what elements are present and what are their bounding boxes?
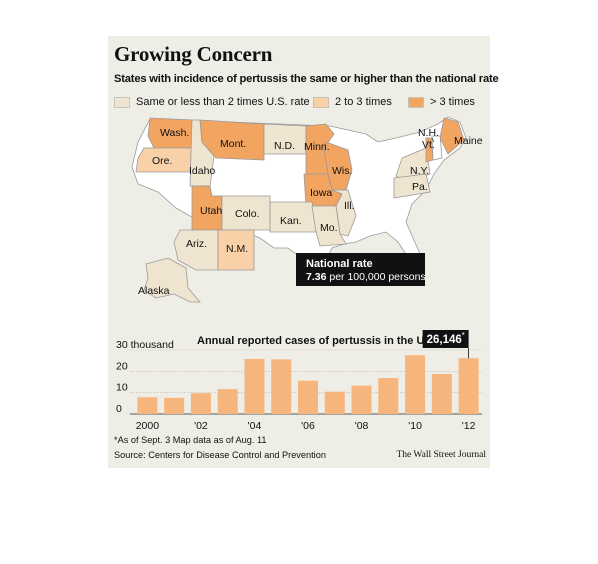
state-nm — [217, 229, 255, 271]
bar — [431, 374, 452, 414]
callout-marker: * — [462, 331, 465, 340]
graphic-title: Growing Concern — [114, 42, 273, 66]
bar — [405, 355, 426, 414]
legend-label-low: Same or less than 2 times U.S. rate — [136, 96, 310, 108]
state-mont — [199, 119, 265, 161]
label-vt: Vt. — [422, 139, 435, 151]
label-nm: N.M. — [226, 243, 248, 255]
state-maine — [439, 117, 465, 155]
bar — [324, 391, 345, 414]
label-minn: Minn. — [304, 141, 330, 153]
label-kan: Kan. — [280, 215, 302, 227]
x-tick-label: '08 — [355, 420, 369, 432]
x-tick-label: '10 — [408, 420, 422, 432]
bar — [298, 380, 318, 414]
y-tick-label: 0 — [116, 403, 122, 415]
label-iowa: Iowa — [310, 187, 332, 199]
x-tick-label: '02 — [194, 420, 208, 432]
label-alaska: Alaska — [138, 285, 170, 297]
callout-box — [422, 330, 469, 348]
state-ill — [331, 189, 357, 237]
label-pa: Pa. — [412, 181, 428, 193]
legend-item-low: Same or less than 2 times U.S. rate — [114, 96, 310, 108]
national-rate-title: National rate — [306, 258, 373, 270]
legend-label-mid: 2 to 3 times — [335, 96, 392, 108]
bar — [190, 393, 211, 414]
leader-nh — [431, 137, 435, 143]
chart-title: Annual reported cases of pertussis in th… — [197, 335, 438, 347]
state-mo — [311, 205, 347, 247]
label-wis: Wis. — [332, 165, 352, 177]
label-nh: N.H. — [418, 127, 439, 139]
label-mo: Mo. — [320, 222, 338, 234]
publisher-credit: The Wall Street Journal — [396, 450, 486, 460]
state-pa — [393, 173, 431, 199]
bar — [378, 378, 399, 414]
label-ore: Ore. — [152, 155, 172, 167]
bar — [244, 358, 265, 414]
us-map: Wash. Ore. Idaho Mont. N.D. Minn. Wis. I… — [131, 116, 483, 303]
national-rate-line: 7.36 per 100,000 persons — [306, 271, 426, 283]
x-tick-label: '06 — [301, 420, 315, 432]
x-tick-label: '12 — [462, 420, 476, 432]
label-wash: Wash. — [160, 127, 189, 139]
y-tick-label: 20 — [116, 360, 128, 372]
label-ill: Ill. — [344, 200, 355, 212]
bar — [164, 397, 185, 414]
state-nh — [431, 135, 443, 161]
label-ny: N.Y. — [410, 165, 429, 177]
source-note: Source: Centers for Disease Control and … — [114, 450, 326, 460]
legend-item-mid: 2 to 3 times — [313, 96, 392, 108]
label-nd: N.D. — [274, 140, 295, 152]
x-tick-label: '04 — [248, 420, 262, 432]
footnote: *As of Sept. 3 Map data as of Aug. 11 — [114, 435, 267, 445]
legend-item-high: > 3 times — [408, 96, 475, 108]
label-ariz: Ariz. — [186, 238, 207, 250]
state-ariz — [173, 229, 219, 271]
bar — [217, 389, 238, 414]
bar — [351, 385, 372, 414]
label-utah: Utah — [200, 205, 222, 217]
state-ore — [135, 147, 193, 173]
legend-label-high: > 3 times — [430, 96, 475, 108]
national-rate-value: 7.36 — [306, 271, 327, 283]
callout-value: 26,146 — [427, 334, 462, 346]
legend-swatch-mid — [313, 96, 329, 108]
bar — [137, 397, 158, 414]
y-tick-label: 10 — [116, 382, 128, 394]
legend-swatch-high — [408, 96, 424, 108]
label-maine: Maine — [454, 135, 483, 147]
bar — [271, 359, 292, 414]
cases-bar-chart: Annual reported cases of pertussis in th… — [116, 330, 482, 432]
label-mont: Mont. — [220, 138, 246, 150]
map-legend: Same or less than 2 times U.S. rate 2 to… — [114, 96, 484, 110]
bar — [458, 358, 479, 414]
graphic-subtitle: States with incidence of pertussis the s… — [114, 73, 499, 85]
y-tick-label: 30 thousand — [116, 339, 174, 351]
legend-swatch-low — [114, 96, 130, 108]
label-idaho: Idaho — [189, 165, 215, 177]
national-rate-unit: per 100,000 persons — [329, 271, 425, 283]
label-colo: Colo. — [235, 208, 260, 220]
x-tick-label: 2000 — [136, 420, 160, 432]
state-alaska — [143, 257, 201, 303]
national-rate-box — [296, 253, 425, 286]
